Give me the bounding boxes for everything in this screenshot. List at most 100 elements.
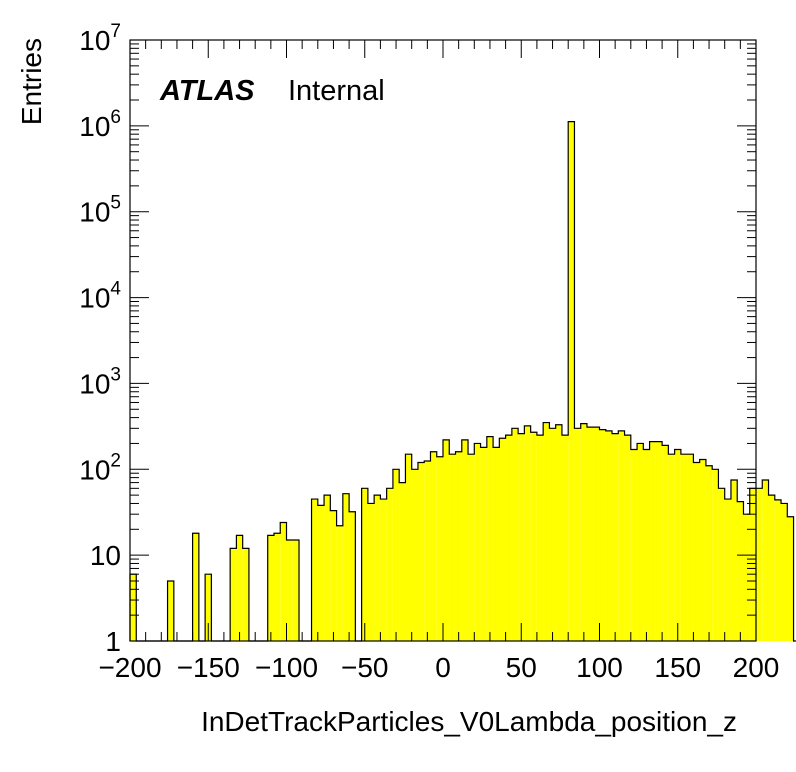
histogram-bin (273, 533, 281, 641)
histogram-bin (724, 499, 731, 641)
x-tick-label: −50 (341, 652, 389, 683)
histogram-bin (386, 488, 393, 641)
histogram-bin (461, 439, 469, 641)
histogram-bin (555, 424, 562, 641)
histogram-bin (236, 535, 243, 641)
histogram-bin (643, 449, 650, 641)
y-tick-label: 104 (79, 279, 121, 314)
histogram-bin (205, 574, 212, 641)
histogram-bin (561, 435, 569, 641)
histogram-bin (530, 432, 537, 641)
histogram-bin (505, 435, 512, 641)
histogram-bin (662, 445, 669, 641)
histogram-bin (130, 574, 137, 641)
histogram-bin (280, 522, 287, 641)
histogram-bin (749, 488, 756, 641)
histogram-bars (129, 121, 796, 642)
histogram-bin (605, 430, 613, 641)
histogram-bin (612, 433, 619, 641)
histogram-bin (668, 454, 675, 641)
histogram-bin (486, 436, 494, 641)
histogram-bin (712, 469, 719, 641)
histogram-bin (336, 525, 343, 641)
histogram-bin (449, 454, 456, 641)
histogram-bin (474, 443, 481, 641)
histogram-bin (768, 495, 775, 641)
y-tick-label: 10 (90, 540, 121, 571)
histogram-bin (699, 459, 706, 641)
x-tick-label: 0 (435, 652, 451, 683)
histogram-bin (693, 462, 700, 641)
histogram-bin (424, 460, 431, 641)
histogram-bin (405, 454, 412, 641)
x-tick-label: 200 (733, 652, 780, 683)
histogram-bin (649, 441, 656, 641)
histogram-bin (367, 503, 375, 641)
histogram-bin (330, 510, 337, 641)
histogram-bin (756, 488, 763, 641)
histogram-bin (543, 422, 550, 641)
histogram-bin (580, 423, 587, 641)
x-tick-label: 100 (576, 652, 623, 683)
histogram-bin (468, 454, 475, 641)
y-axis-title: Entries (16, 38, 47, 125)
y-tick-label: 106 (79, 107, 121, 142)
x-tick-labels: −200 −150 −100 −50 0 50 100 150 200 (98, 652, 779, 683)
histogram-bin (624, 435, 631, 641)
histogram-outline (129, 121, 796, 642)
histogram-bin (267, 535, 274, 641)
histogram-bin (499, 438, 506, 641)
histogram-bin (230, 548, 237, 641)
histogram-bin (511, 428, 519, 641)
y-tick-labels: 1 10 102 103 104 105 106 107 (79, 21, 121, 657)
histogram-bin (292, 540, 300, 641)
histogram-bin (380, 499, 387, 641)
histogram-bin (593, 427, 600, 641)
histogram-bin (324, 495, 331, 641)
atlas-label: ATLAS (159, 75, 255, 107)
histogram-bin (586, 427, 594, 641)
x-tick-label: −150 (177, 652, 240, 683)
histogram-bin (705, 465, 713, 641)
histogram-bin (655, 441, 663, 641)
y-tick-label: 102 (79, 450, 121, 485)
histogram-bin (730, 480, 738, 641)
axis-ticks (129, 39, 757, 642)
histogram-bin (311, 499, 318, 641)
histogram-bin (599, 429, 606, 641)
histogram-bin (411, 469, 418, 641)
x-tick-label: −200 (98, 652, 161, 683)
histogram-bin (687, 454, 694, 641)
histogram-bin (242, 548, 249, 641)
x-tick-label: 150 (654, 652, 701, 683)
y-tick-label: 107 (79, 21, 121, 56)
y-tick-label: 1 (105, 626, 121, 657)
x-axis-title: InDetTrackParticles_V0Lambda_position_z (201, 706, 737, 737)
histogram-bin (737, 501, 744, 641)
histogram-bin (430, 451, 437, 641)
histogram-bin (568, 121, 575, 641)
status-label: Internal (288, 75, 385, 107)
y-tick-label: 103 (79, 364, 121, 399)
histogram-bin (781, 503, 788, 641)
histogram-bin (718, 488, 725, 641)
histogram-bin (361, 488, 368, 641)
histogram-bin (549, 428, 556, 641)
histogram-bin (762, 480, 769, 641)
histogram-bin (524, 425, 531, 641)
histogram-bin (317, 505, 325, 641)
histogram-bin (743, 514, 750, 641)
histogram-bin (349, 511, 356, 641)
histogram-bin (443, 439, 450, 641)
histogram-bin (680, 454, 688, 641)
histogram-bin (630, 449, 638, 641)
histogram-bin (536, 435, 544, 641)
histogram-bin (480, 447, 487, 641)
histogram-bin (518, 433, 525, 641)
histogram-bin (417, 462, 425, 641)
plot-frame (129, 39, 757, 642)
histogram-bin (342, 493, 350, 641)
x-tick-label: −100 (255, 652, 318, 683)
histogram-bin (374, 495, 381, 641)
